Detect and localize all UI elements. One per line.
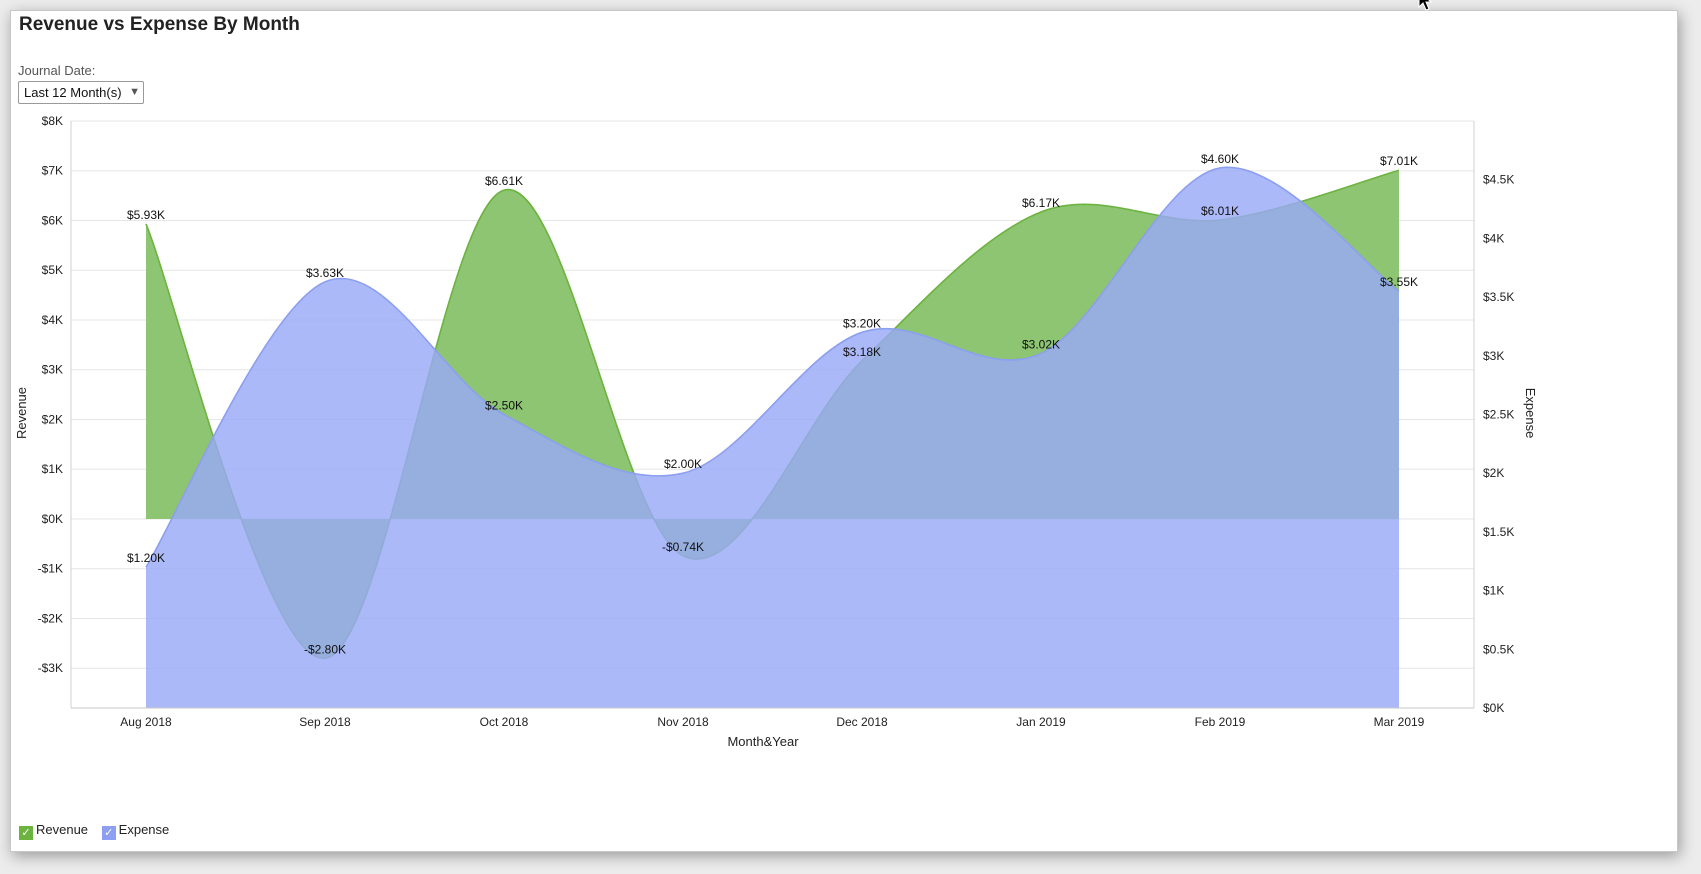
journal-date-value: Last 12 Month(s) bbox=[24, 85, 122, 100]
x-tick-label: Sep 2018 bbox=[299, 715, 351, 729]
y-axis-right-title: Expense bbox=[1523, 388, 1538, 439]
y-left-tick-label: $3K bbox=[42, 363, 63, 377]
checkmark-icon: ✓ bbox=[19, 826, 33, 840]
data-label-expense: $1.20K bbox=[127, 551, 165, 565]
y-right-tick-label: $2K bbox=[1483, 466, 1504, 480]
y-left-tick-label: $7K bbox=[42, 164, 63, 178]
legend-revenue-label: Revenue bbox=[36, 822, 89, 837]
y-right-tick-label: $0.5K bbox=[1483, 642, 1514, 656]
legend-item-expense[interactable]: ✓ Expense bbox=[101, 822, 170, 840]
y-left-tick-label: -$3K bbox=[38, 661, 63, 675]
y-right-tick-label: $2.5K bbox=[1483, 408, 1514, 422]
y-right-tick-label: $1K bbox=[1483, 584, 1504, 598]
y-left-tick-label: -$1K bbox=[38, 562, 63, 576]
y-left-tick-label: $1K bbox=[42, 462, 63, 476]
data-label-revenue: -$0.74K bbox=[662, 540, 704, 554]
report-title: Revenue vs Expense By Month bbox=[19, 14, 300, 35]
data-label-revenue: $6.01K bbox=[1201, 204, 1239, 218]
y-left-tick-label: $4K bbox=[42, 313, 63, 327]
data-label-expense: $3.20K bbox=[843, 316, 881, 330]
data-label-expense: $2.50K bbox=[485, 399, 523, 413]
data-label-expense: $3.02K bbox=[1022, 337, 1060, 351]
data-label-expense: $3.63K bbox=[306, 266, 344, 280]
x-tick-label: Jan 2019 bbox=[1016, 715, 1066, 729]
series-line-expense bbox=[145, 166, 1400, 568]
mouse-cursor-icon bbox=[1418, 0, 1432, 11]
data-label-revenue: $3.18K bbox=[843, 345, 881, 359]
legend-expense-label: Expense bbox=[118, 822, 170, 837]
y-left-tick-label: $6K bbox=[42, 213, 63, 227]
chart-legend: ✓ Revenue ✓ Expense bbox=[19, 822, 179, 840]
y-right-tick-label: $3.5K bbox=[1483, 290, 1514, 304]
data-label-revenue: $6.17K bbox=[1022, 196, 1060, 210]
data-labels: $5.93K -$2.80K $6.61K -$0.74K $3.18K $6.17K $6… bbox=[127, 152, 1418, 656]
data-label-revenue: $5.93K bbox=[127, 208, 165, 222]
area-series bbox=[145, 166, 1400, 708]
x-tick-label: Oct 2018 bbox=[480, 715, 529, 729]
report-panel: Revenue vs Expense By Month Journal Date… bbox=[10, 10, 1678, 852]
y-right-tick-label: $0K bbox=[1483, 701, 1504, 715]
x-tick-label: Nov 2018 bbox=[657, 715, 709, 729]
data-label-revenue: -$2.80K bbox=[304, 642, 346, 656]
checkmark-icon: ✓ bbox=[101, 826, 116, 840]
journal-date-select[interactable]: Last 12 Month(s) ▼ bbox=[18, 81, 144, 104]
data-label-expense: $2.00K bbox=[664, 457, 702, 471]
x-tick-label: Mar 2019 bbox=[1374, 715, 1425, 729]
legend-item-revenue[interactable]: ✓ Revenue bbox=[19, 822, 88, 840]
x-tick-label: Dec 2018 bbox=[836, 715, 888, 729]
y-right-tick-label: $3K bbox=[1483, 349, 1504, 363]
y-axis-left-title: Revenue bbox=[14, 387, 29, 439]
revenue-expense-chart: $8K $7K $6K $5K $4K $3K $2K $1K $0K -$1K -$2K -$3K $… bbox=[14, 114, 1538, 749]
data-label-revenue: $7.01K bbox=[1380, 154, 1418, 168]
x-axis-title: Month&Year bbox=[727, 734, 799, 749]
series-area-revenue bbox=[146, 170, 1399, 659]
y-right-tick-label: $1.5K bbox=[1483, 525, 1514, 539]
y-right-tick-label: $4.5K bbox=[1483, 173, 1514, 187]
y-left-tick-label: $5K bbox=[42, 263, 63, 277]
x-tick-label: Feb 2019 bbox=[1195, 715, 1246, 729]
y-left-tick-label: $8K bbox=[42, 114, 63, 128]
data-label-expense: $3.55K bbox=[1380, 275, 1418, 289]
data-label-expense: $4.60K bbox=[1201, 152, 1239, 166]
x-tick-label: Aug 2018 bbox=[120, 715, 172, 729]
journal-date-label: Journal Date: bbox=[18, 63, 96, 78]
data-label-revenue: $6.61K bbox=[485, 174, 523, 188]
y-left-tick-label: -$2K bbox=[38, 611, 63, 625]
series-area-expense bbox=[146, 167, 1399, 708]
y-left-tick-label: $2K bbox=[42, 412, 63, 426]
chevron-down-icon: ▼ bbox=[129, 86, 140, 98]
y-left-tick-label: $0K bbox=[42, 512, 63, 526]
y-right-tick-label: $4K bbox=[1483, 231, 1504, 245]
axes: $8K $7K $6K $5K $4K $3K $2K $1K $0K -$1K -$2K -$3K $… bbox=[38, 114, 1515, 729]
